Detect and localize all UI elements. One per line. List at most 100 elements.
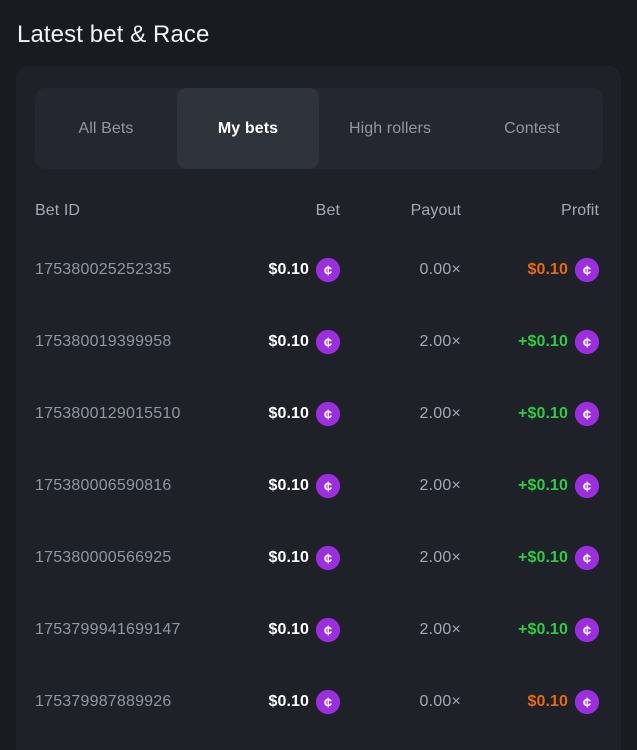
- bet-id-text: 1753800129015510: [35, 405, 181, 422]
- bet-amount-text: $0.10: [268, 693, 309, 710]
- payout-text: 2.00×: [419, 621, 461, 638]
- cell-payout: 2.00×: [340, 549, 465, 567]
- svg-text:¢: ¢: [583, 551, 591, 568]
- cent-coin-icon: ¢: [575, 402, 599, 426]
- tab-my-bets[interactable]: My bets: [177, 88, 319, 169]
- cell-bet-id: 175380006590816: [35, 477, 235, 495]
- table-body: 175380025252335 $0.10 ¢ 0.00× $0.10 ¢ 17538001…: [16, 234, 621, 738]
- payout-text: 2.00×: [419, 405, 461, 422]
- cell-bet-id: 175380025252335: [35, 261, 235, 279]
- payout-text: 0.00×: [419, 261, 461, 278]
- latest-bets-card: All Bets My bets High rollers Contest Bet I…: [16, 66, 621, 750]
- svg-text:¢: ¢: [583, 335, 591, 352]
- cell-payout: 0.00×: [340, 261, 465, 279]
- tab-high-rollers[interactable]: High rollers: [348, 119, 432, 137]
- bet-amount-text: $0.10: [268, 477, 309, 494]
- profit-text: $0.10: [527, 693, 568, 710]
- cell-payout: 2.00×: [340, 405, 465, 423]
- cell-bet-amount: $0.10 ¢: [235, 258, 340, 282]
- cell-profit: +$0.10 ¢: [465, 402, 621, 426]
- profit-text: +$0.10: [518, 549, 568, 566]
- bet-amount-text: $0.10: [268, 333, 309, 350]
- svg-text:¢: ¢: [324, 623, 332, 640]
- cell-bet-amount: $0.10 ¢: [235, 402, 340, 426]
- cell-bet-amount: $0.10 ¢: [235, 618, 340, 642]
- bet-amount-text: $0.10: [268, 405, 309, 422]
- tab-all-bets[interactable]: All Bets: [78, 119, 134, 137]
- cent-coin-icon: ¢: [575, 474, 599, 498]
- cell-payout: 2.00×: [340, 621, 465, 639]
- bet-id-text: 175380006590816: [35, 477, 172, 494]
- table-row[interactable]: 175379987889926 $0.10 ¢ 0.00× $0.10 ¢: [16, 666, 621, 738]
- column-header-bet-id: Bet ID: [35, 202, 81, 219]
- bet-amount-text: $0.10: [268, 261, 309, 278]
- profit-text: $0.10: [527, 261, 568, 278]
- cell-payout: 2.00×: [340, 477, 465, 495]
- bet-id-text: 175379987889926: [35, 693, 172, 710]
- cell-bet-id: 175380000566925: [35, 549, 235, 567]
- cell-payout: 0.00×: [340, 693, 465, 711]
- cent-coin-icon: ¢: [316, 402, 340, 426]
- profit-text: +$0.10: [518, 405, 568, 422]
- svg-text:¢: ¢: [324, 335, 332, 352]
- bets-table: Bet ID Bet Payout Profit 175380025252335…: [16, 184, 621, 738]
- bet-id-text: 1753799941699147: [35, 621, 181, 638]
- cent-coin-icon: ¢: [575, 330, 599, 354]
- cell-bet-id: 175379987889926: [35, 693, 235, 711]
- cell-payout: 2.00×: [340, 333, 465, 351]
- table-row[interactable]: 1753799941699147 $0.10 ¢ 2.00× +$0.10 ¢: [16, 594, 621, 666]
- cent-coin-icon: ¢: [316, 258, 340, 282]
- svg-text:¢: ¢: [583, 407, 591, 424]
- cent-coin-icon: ¢: [316, 330, 340, 354]
- cell-bet-id: 1753799941699147: [35, 621, 235, 639]
- page-title: Latest bet & Race: [17, 21, 210, 48]
- table-row[interactable]: 175380019399958 $0.10 ¢ 2.00× +$0.10 ¢: [16, 306, 621, 378]
- tab-contest[interactable]: Contest: [504, 119, 560, 137]
- bet-amount-text: $0.10: [268, 549, 309, 566]
- column-header-profit: Profit: [561, 202, 599, 219]
- svg-text:¢: ¢: [324, 695, 332, 712]
- cent-coin-icon: ¢: [575, 258, 599, 282]
- svg-text:¢: ¢: [583, 263, 591, 280]
- payout-text: 2.00×: [419, 549, 461, 566]
- cell-bet-id: 175380019399958: [35, 333, 235, 351]
- payout-text: 0.00×: [419, 693, 461, 710]
- svg-text:¢: ¢: [324, 263, 332, 280]
- cell-bet-amount: $0.10 ¢: [235, 546, 340, 570]
- column-header-bet: Bet: [315, 202, 340, 219]
- bets-tab-bar: All Bets My bets High rollers Contest: [35, 88, 603, 169]
- cell-profit: +$0.10 ¢: [465, 474, 621, 498]
- cent-coin-icon: ¢: [575, 690, 599, 714]
- cent-coin-icon: ¢: [575, 618, 599, 642]
- svg-text:¢: ¢: [583, 479, 591, 496]
- cent-coin-icon: ¢: [575, 546, 599, 570]
- profit-text: +$0.10: [518, 477, 568, 494]
- table-row[interactable]: 1753800129015510 $0.10 ¢ 2.00× +$0.10 ¢: [16, 378, 621, 450]
- profit-text: +$0.10: [518, 621, 568, 638]
- payout-text: 2.00×: [419, 477, 461, 494]
- profit-text: +$0.10: [518, 333, 568, 350]
- payout-text: 2.00×: [419, 333, 461, 350]
- cent-coin-icon: ¢: [316, 546, 340, 570]
- cell-bet-amount: $0.10 ¢: [235, 474, 340, 498]
- column-header-payout: Payout: [410, 202, 461, 219]
- table-row[interactable]: 175380006590816 $0.10 ¢ 2.00× +$0.10 ¢: [16, 450, 621, 522]
- table-row[interactable]: 175380000566925 $0.10 ¢ 2.00× +$0.10 ¢: [16, 522, 621, 594]
- bet-id-text: 175380000566925: [35, 549, 172, 566]
- svg-text:¢: ¢: [324, 551, 332, 568]
- cell-profit: +$0.10 ¢: [465, 546, 621, 570]
- bet-id-text: 175380025252335: [35, 261, 172, 278]
- cell-profit: +$0.10 ¢: [465, 618, 621, 642]
- table-row[interactable]: 175380025252335 $0.10 ¢ 0.00× $0.10 ¢: [16, 234, 621, 306]
- svg-text:¢: ¢: [324, 407, 332, 424]
- cell-bet-id: 1753800129015510: [35, 405, 235, 423]
- svg-text:¢: ¢: [583, 623, 591, 640]
- svg-text:¢: ¢: [324, 479, 332, 496]
- bet-id-text: 175380019399958: [35, 333, 172, 350]
- cell-bet-amount: $0.10 ¢: [235, 690, 340, 714]
- cell-profit: $0.10 ¢: [465, 258, 621, 282]
- cell-profit: +$0.10 ¢: [465, 330, 621, 354]
- cent-coin-icon: ¢: [316, 690, 340, 714]
- svg-text:¢: ¢: [583, 695, 591, 712]
